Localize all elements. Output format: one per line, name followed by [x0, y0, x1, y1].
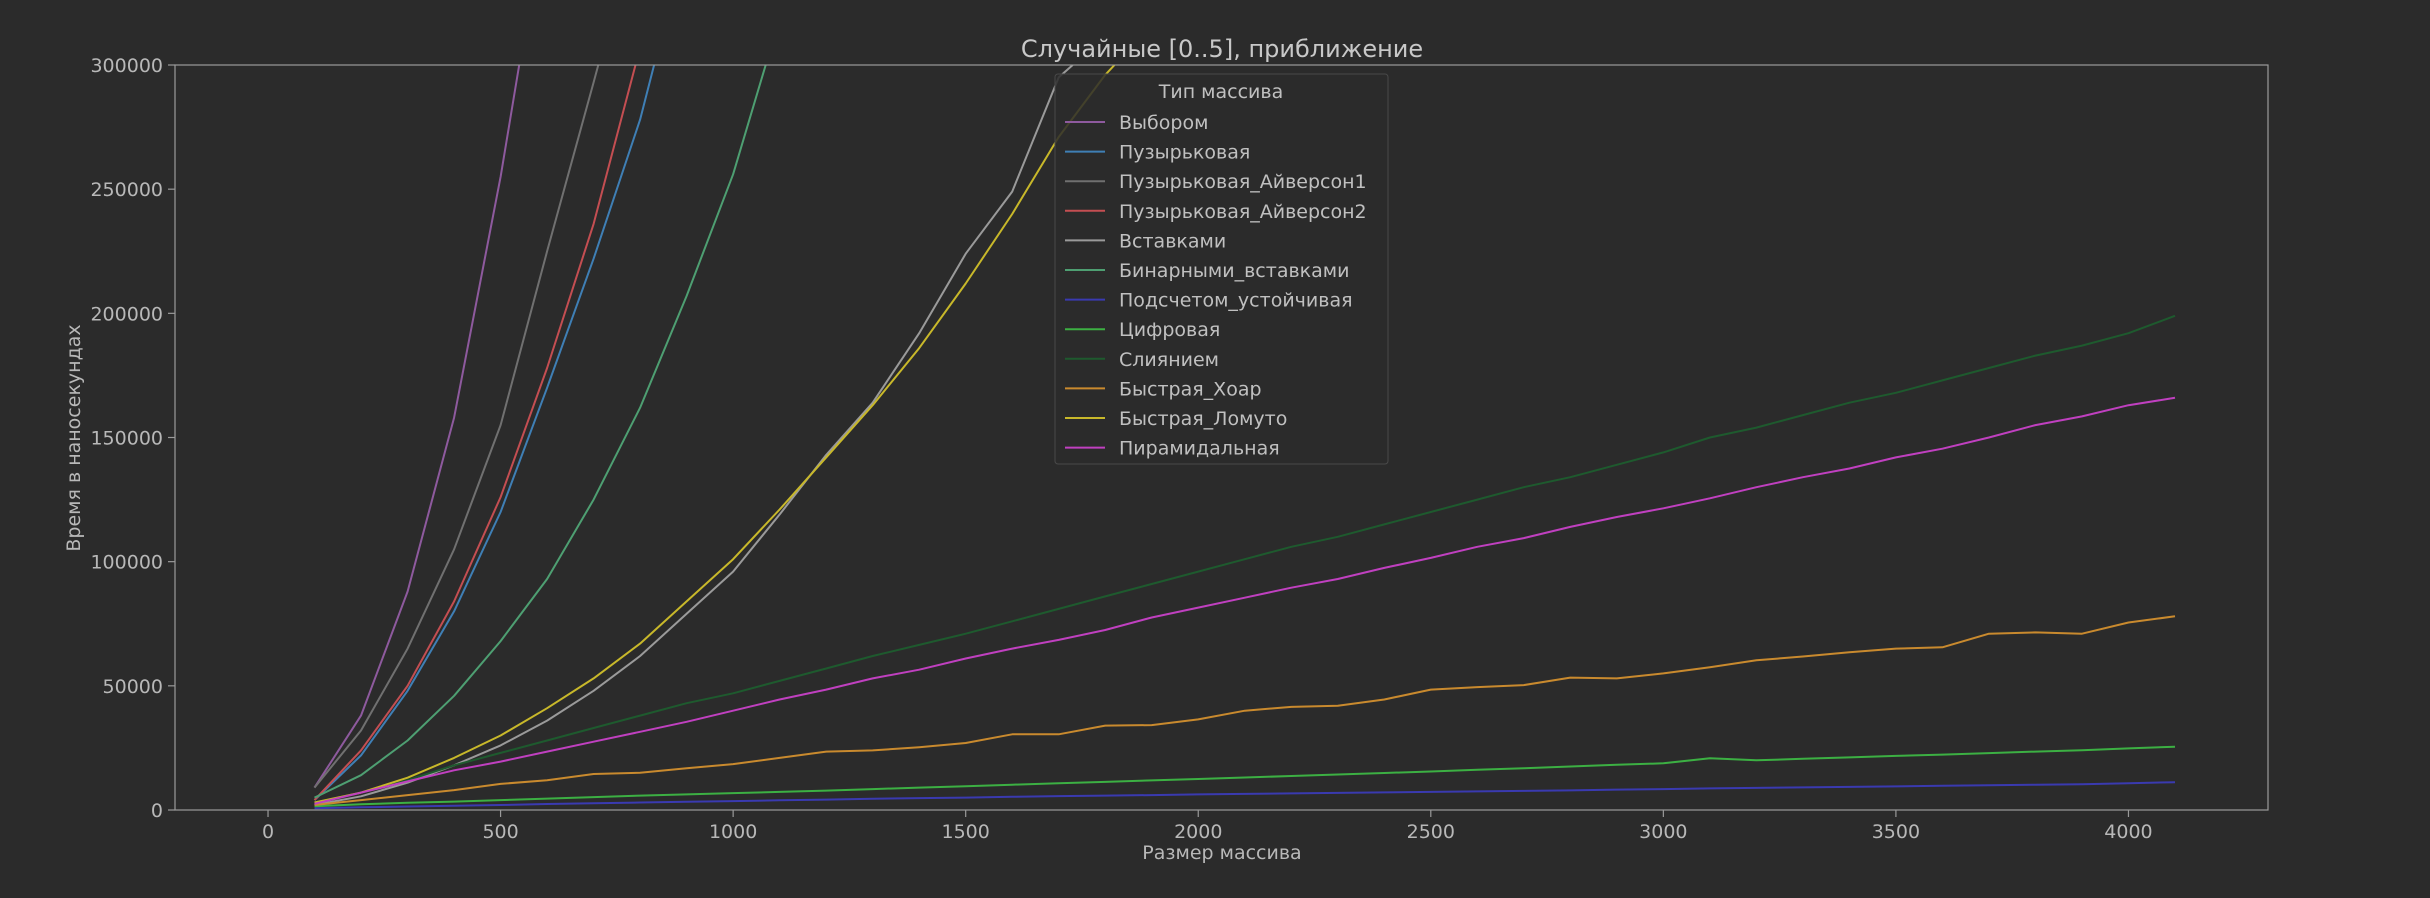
x-tick-label: 1500	[942, 821, 990, 843]
y-tick-label: 200000	[90, 303, 163, 325]
legend-entry-label: Пузырьковая_Айверсон1	[1119, 171, 1367, 193]
x-tick-label: 2000	[1174, 821, 1222, 843]
x-tick-label: 500	[482, 821, 518, 843]
legend-entry-label: Подсчетом_устойчивая	[1119, 290, 1353, 312]
chart-title: Случайные [0..5], приближение	[1021, 35, 1423, 63]
series-lines	[313, 65, 2176, 810]
series-line-1	[313, 65, 521, 789]
series-line-12	[314, 396, 2176, 805]
y-axis-label: Время в наносекундах	[63, 324, 85, 551]
y-tick-label: 250000	[90, 179, 163, 201]
x-tick-label: 4000	[2104, 821, 2152, 843]
legend-items: Выбором Пузырьковая Пузырьковая_Айверсон1 П…	[1065, 112, 1367, 460]
plot-area	[174, 64, 2269, 811]
series-line-6	[314, 65, 767, 799]
legend-entry-label: Вставками	[1119, 230, 1226, 252]
y-tick-label: 50000	[103, 676, 163, 698]
series-line-10	[314, 615, 2176, 806]
x-tick-label: 1000	[709, 821, 757, 843]
series-line-11	[314, 65, 1116, 804]
legend-box	[1054, 73, 1389, 465]
legend-entry-label: Быстрая_Ломуто	[1119, 408, 1287, 430]
legend-entry-label: Слиянием	[1119, 349, 1219, 371]
x-axis-ticks: 0 500 1000 1500 2000 2500 3000 3500 4000	[262, 810, 2153, 843]
series-line-7	[314, 781, 2176, 810]
series-line-3	[313, 65, 600, 789]
y-tick-label: 300000	[90, 55, 163, 77]
legend-entry-label: Пузырьковая_Айверсон2	[1119, 201, 1367, 223]
series-line-8	[314, 745, 2176, 808]
y-tick-label: 0	[151, 800, 163, 822]
legend-entry-label: Выбором	[1119, 112, 1208, 134]
x-tick-label: 2500	[1407, 821, 1455, 843]
series-line-2	[313, 65, 656, 801]
x-axis-label: Размер массива	[1142, 842, 1301, 864]
y-tick-label: 100000	[90, 552, 163, 574]
legend-entry-label: Цифровая	[1119, 319, 1220, 341]
legend-entry-label: Бинарными_вставками	[1119, 260, 1349, 282]
legend-entry-label: Быстрая_Хоар	[1119, 378, 1262, 400]
y-tick-label: 150000	[90, 428, 163, 450]
legend-entry-label: Пузырьковая	[1119, 142, 1250, 164]
legend: Тип массива Выбором Пузырьковая Пузырькова…	[1054, 73, 1389, 465]
x-tick-label: 3500	[1872, 821, 1920, 843]
legend-title: Тип массива	[1158, 81, 1283, 103]
series-line-9	[314, 314, 2176, 804]
x-tick-label: 3000	[1639, 821, 1687, 843]
legend-entry-label: Пирамидальная	[1119, 438, 1280, 460]
x-tick-label: 0	[262, 821, 274, 843]
y-axis-ticks: 0 50000 100000 150000 200000 250000 300000	[90, 55, 175, 822]
series-line-4	[313, 65, 637, 801]
